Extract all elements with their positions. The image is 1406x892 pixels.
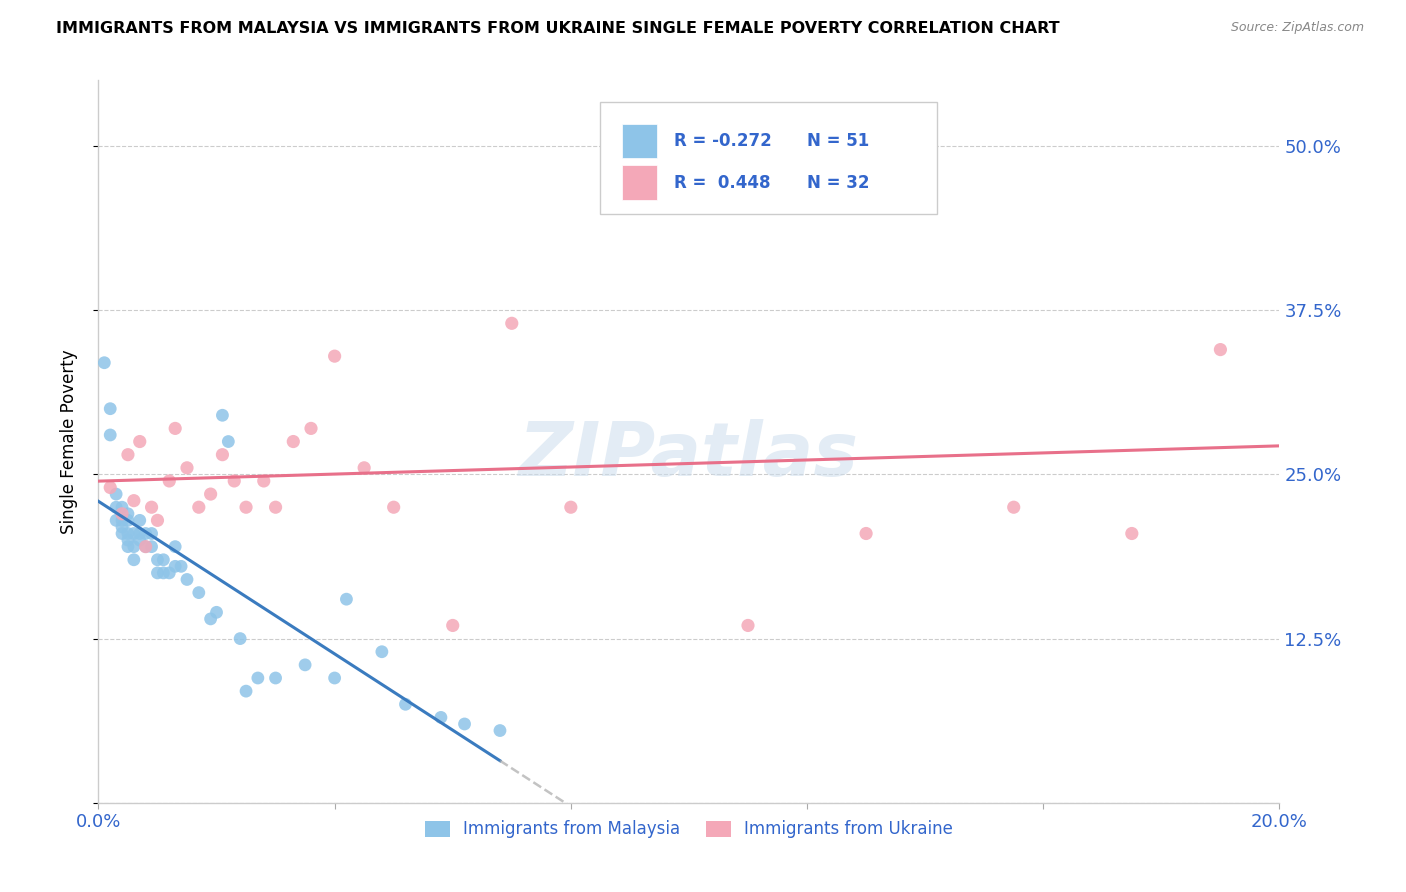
Point xyxy=(394,698,416,712)
Point xyxy=(441,618,464,632)
Point xyxy=(122,553,145,567)
Point xyxy=(323,671,346,685)
Point xyxy=(117,448,139,462)
Point xyxy=(170,559,193,574)
Point xyxy=(146,513,169,527)
Point xyxy=(235,500,257,515)
Point xyxy=(205,605,228,619)
Point xyxy=(299,421,322,435)
Point xyxy=(229,632,252,646)
Point xyxy=(217,434,239,449)
Point xyxy=(430,710,453,724)
Point xyxy=(235,684,257,698)
Point xyxy=(224,474,246,488)
Point xyxy=(211,448,233,462)
Text: N = 51: N = 51 xyxy=(807,132,869,150)
Text: IMMIGRANTS FROM MALAYSIA VS IMMIGRANTS FROM UKRAINE SINGLE FEMALE POVERTY CORREL: IMMIGRANTS FROM MALAYSIA VS IMMIGRANTS F… xyxy=(56,21,1060,36)
Point xyxy=(165,421,187,435)
Point xyxy=(489,723,512,738)
Point xyxy=(855,526,877,541)
Point xyxy=(157,474,180,488)
Point xyxy=(335,592,357,607)
Text: R = -0.272: R = -0.272 xyxy=(673,132,772,150)
Point xyxy=(128,526,150,541)
Point xyxy=(141,540,163,554)
Point xyxy=(128,434,150,449)
Point xyxy=(111,526,134,541)
FancyBboxPatch shape xyxy=(600,102,936,214)
Point xyxy=(1121,526,1143,541)
Point xyxy=(117,533,139,547)
Point xyxy=(176,573,198,587)
Point xyxy=(152,553,174,567)
Point xyxy=(453,717,475,731)
Point xyxy=(135,540,157,554)
Point xyxy=(128,513,150,527)
Point xyxy=(105,500,128,515)
Point xyxy=(737,618,759,632)
Point xyxy=(111,513,134,527)
Point xyxy=(128,533,150,547)
Point xyxy=(187,500,209,515)
Point xyxy=(117,513,139,527)
FancyBboxPatch shape xyxy=(621,124,657,159)
Point xyxy=(141,526,163,541)
Point xyxy=(111,500,134,515)
Point xyxy=(246,671,269,685)
Point xyxy=(122,526,145,541)
Point xyxy=(187,585,209,599)
Point xyxy=(165,559,187,574)
Point xyxy=(382,500,405,515)
Point xyxy=(323,349,346,363)
Point xyxy=(176,460,198,475)
Text: ZIPatlas: ZIPatlas xyxy=(519,419,859,492)
Point xyxy=(560,500,582,515)
Point xyxy=(294,657,316,672)
Point xyxy=(283,434,305,449)
Point xyxy=(98,428,121,442)
Point xyxy=(98,401,121,416)
Point xyxy=(371,645,394,659)
Point xyxy=(264,500,287,515)
Point xyxy=(200,487,222,501)
Point xyxy=(1209,343,1232,357)
Point xyxy=(264,671,287,685)
Point xyxy=(501,316,523,330)
Point xyxy=(157,566,180,580)
Point xyxy=(111,507,134,521)
Point xyxy=(211,409,233,423)
Point xyxy=(1002,500,1025,515)
Legend: Immigrants from Malaysia, Immigrants from Ukraine: Immigrants from Malaysia, Immigrants fro… xyxy=(419,814,959,845)
Point xyxy=(117,507,139,521)
Point xyxy=(253,474,276,488)
Point xyxy=(122,540,145,554)
Point xyxy=(117,540,139,554)
Point xyxy=(105,487,128,501)
Point xyxy=(353,460,375,475)
Point xyxy=(122,493,145,508)
Point xyxy=(141,500,163,515)
FancyBboxPatch shape xyxy=(621,165,657,200)
Point xyxy=(105,513,128,527)
Text: Source: ZipAtlas.com: Source: ZipAtlas.com xyxy=(1230,21,1364,34)
Point xyxy=(93,356,115,370)
Point xyxy=(135,540,157,554)
Point xyxy=(98,481,121,495)
Point xyxy=(165,540,187,554)
Point xyxy=(200,612,222,626)
Point xyxy=(146,553,169,567)
Point xyxy=(117,526,139,541)
Point xyxy=(146,566,169,580)
Point xyxy=(135,526,157,541)
Point xyxy=(111,520,134,534)
Point xyxy=(648,132,671,146)
Text: R =  0.448: R = 0.448 xyxy=(673,174,770,192)
Point xyxy=(152,566,174,580)
Text: N = 32: N = 32 xyxy=(807,174,869,192)
Y-axis label: Single Female Poverty: Single Female Poverty xyxy=(59,350,77,533)
